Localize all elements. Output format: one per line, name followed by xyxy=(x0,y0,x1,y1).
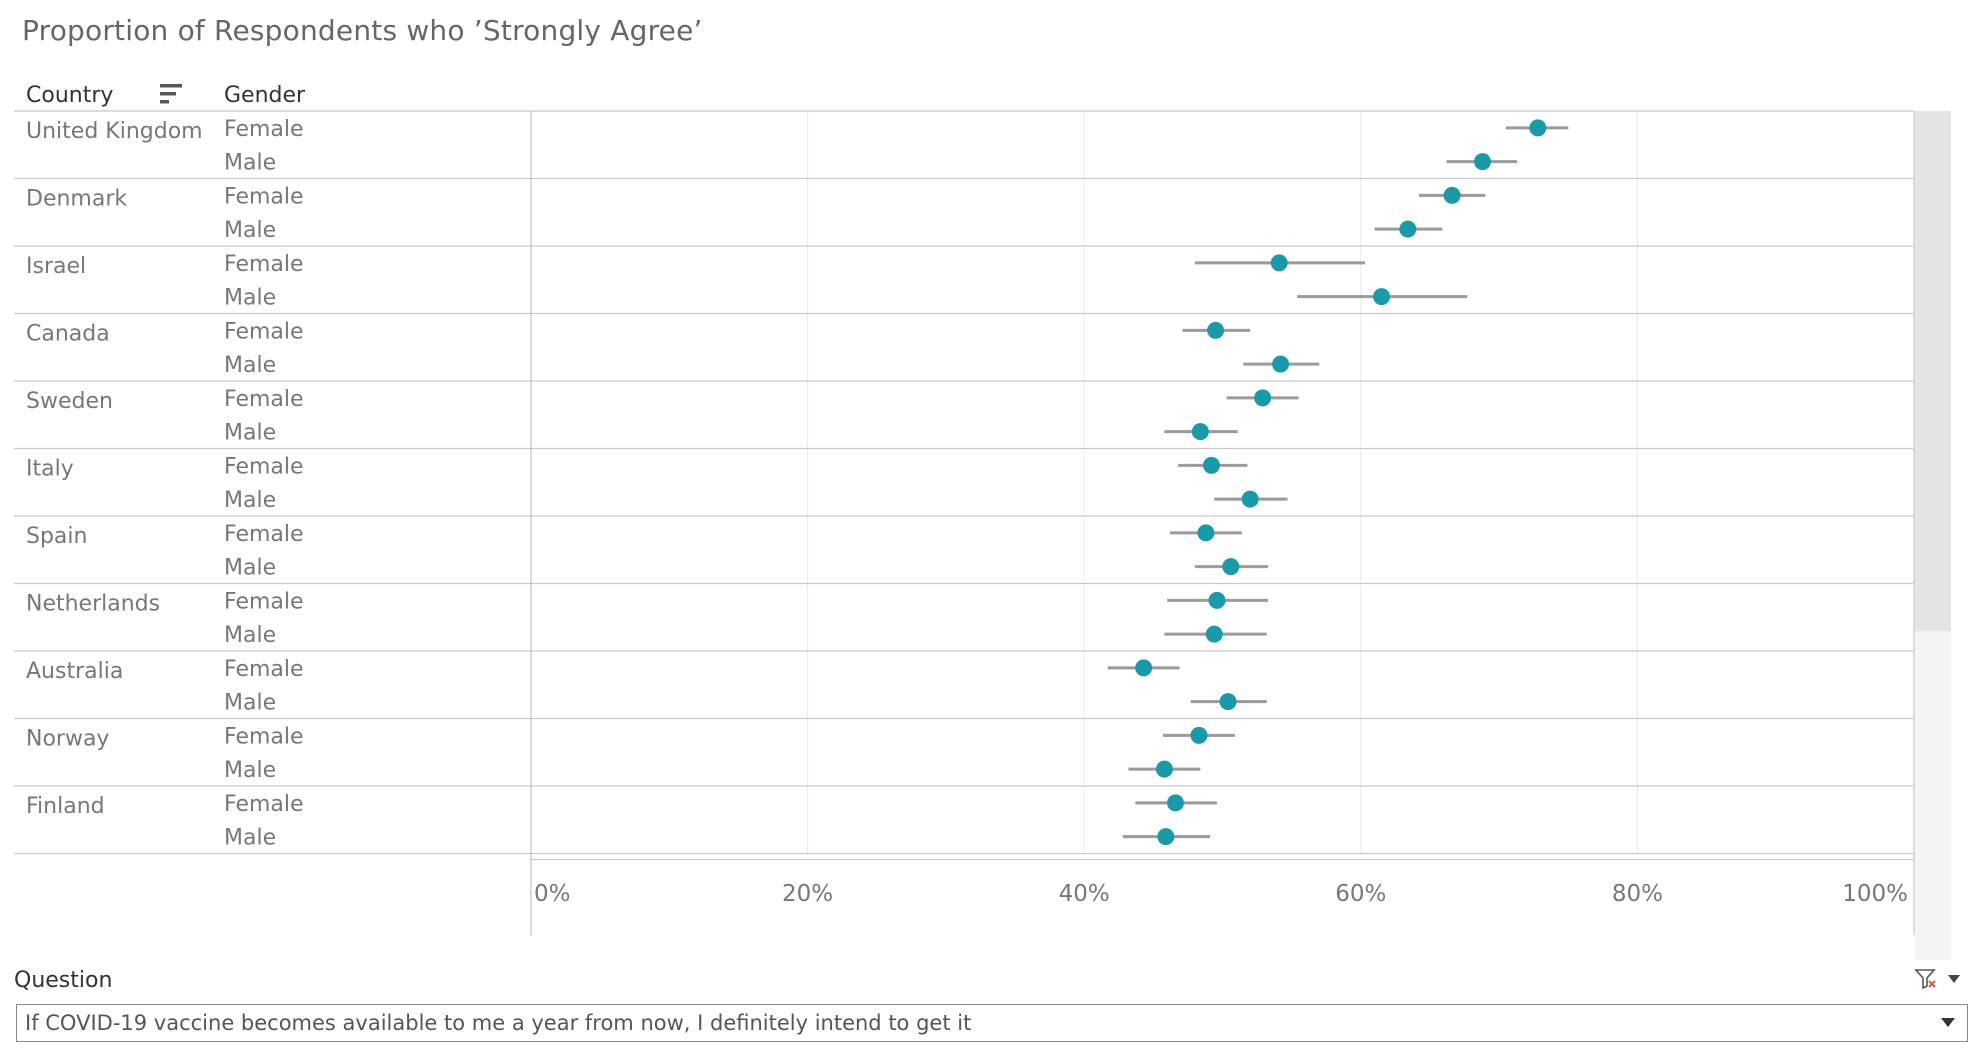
gender-label: Female xyxy=(224,454,304,479)
filter-tools xyxy=(1914,969,1960,990)
data-point xyxy=(1241,490,1259,508)
country-label: Norway xyxy=(26,727,109,752)
data-point xyxy=(1197,524,1215,542)
data-point xyxy=(1207,321,1225,339)
data-point xyxy=(1135,659,1153,677)
data-point xyxy=(1254,389,1272,407)
scrollbar-track xyxy=(1915,631,1951,960)
data-point xyxy=(1529,119,1547,137)
data-point xyxy=(1191,423,1209,441)
clear-filter-icon[interactable] xyxy=(1914,969,1936,990)
data-point xyxy=(1373,288,1391,306)
data-point xyxy=(1155,760,1173,778)
header-country: Country xyxy=(26,83,113,108)
country-label: Canada xyxy=(26,322,110,347)
x-tick-label: 0% xyxy=(534,881,571,907)
country-label: Spain xyxy=(26,524,87,549)
data-point xyxy=(1399,220,1417,238)
data-point xyxy=(1157,828,1175,846)
scrollbar-thumb xyxy=(1915,111,1951,631)
question-dropdown[interactable]: If COVID-19 vaccine becomes available to… xyxy=(16,1004,1968,1042)
data-point xyxy=(1190,726,1208,744)
data-point xyxy=(1474,153,1492,171)
chevron-down-icon[interactable] xyxy=(1941,1018,1955,1027)
country-label: Finland xyxy=(26,794,105,819)
data-point xyxy=(1166,794,1184,812)
gender-label: Female xyxy=(224,522,304,547)
data-point xyxy=(1222,558,1240,576)
gender-label: Male xyxy=(224,691,276,716)
gender-label: Male xyxy=(224,623,276,648)
data-point xyxy=(1443,186,1461,204)
dropdown-menu-icon[interactable] xyxy=(1948,975,1960,983)
country-label: Italy xyxy=(26,457,74,482)
data-point xyxy=(1272,355,1290,373)
x-tick-label: 20% xyxy=(782,881,833,907)
chart-area: Country Gender 0% 20% 40% 60% 80% 100% United Ki… xyxy=(14,83,1951,960)
country-label: United Kingdom xyxy=(26,119,203,144)
gender-label: Female xyxy=(224,319,304,344)
x-tick-label: 100% xyxy=(1842,881,1908,907)
gender-label: Male xyxy=(224,286,276,311)
gender-label: Female xyxy=(224,657,304,682)
gender-label: Male xyxy=(224,421,276,446)
data-point xyxy=(1270,254,1288,272)
gender-label: Female xyxy=(224,387,304,412)
gender-label: Female xyxy=(224,184,304,209)
country-label: Israel xyxy=(26,254,86,279)
gender-label: Female xyxy=(224,792,304,817)
data-point xyxy=(1202,456,1220,474)
gender-label: Male xyxy=(224,826,276,851)
question-selected-value: If COVID-19 vaccine becomes available to… xyxy=(25,1011,972,1035)
gender-label: Female xyxy=(224,724,304,749)
x-tick-label: 40% xyxy=(1059,881,1110,907)
gender-label: Male xyxy=(224,218,276,243)
data-point xyxy=(1205,625,1223,643)
gender-label: Female xyxy=(224,252,304,277)
chart-title: Proportion of Respondents who ’Strongly … xyxy=(22,14,703,47)
gender-label: Male xyxy=(224,353,276,378)
gender-label: Male xyxy=(224,488,276,513)
sort-descending-icon[interactable] xyxy=(160,84,182,104)
gender-label: Male xyxy=(224,758,276,783)
x-tick-label: 60% xyxy=(1335,881,1386,907)
header-gender: Gender xyxy=(224,83,306,108)
question-filter-label: Question xyxy=(14,968,113,993)
country-label: Denmark xyxy=(26,187,127,212)
gender-label: Male xyxy=(224,151,276,176)
gender-label: Male xyxy=(224,556,276,581)
country-label: Netherlands xyxy=(26,592,160,617)
country-label: Australia xyxy=(26,659,123,684)
country-label: Sweden xyxy=(26,389,113,414)
data-point xyxy=(1208,591,1226,609)
gender-label: Female xyxy=(224,589,304,614)
x-tick-label: 80% xyxy=(1612,881,1663,907)
gender-label: Female xyxy=(224,117,304,142)
data-point xyxy=(1219,693,1237,711)
